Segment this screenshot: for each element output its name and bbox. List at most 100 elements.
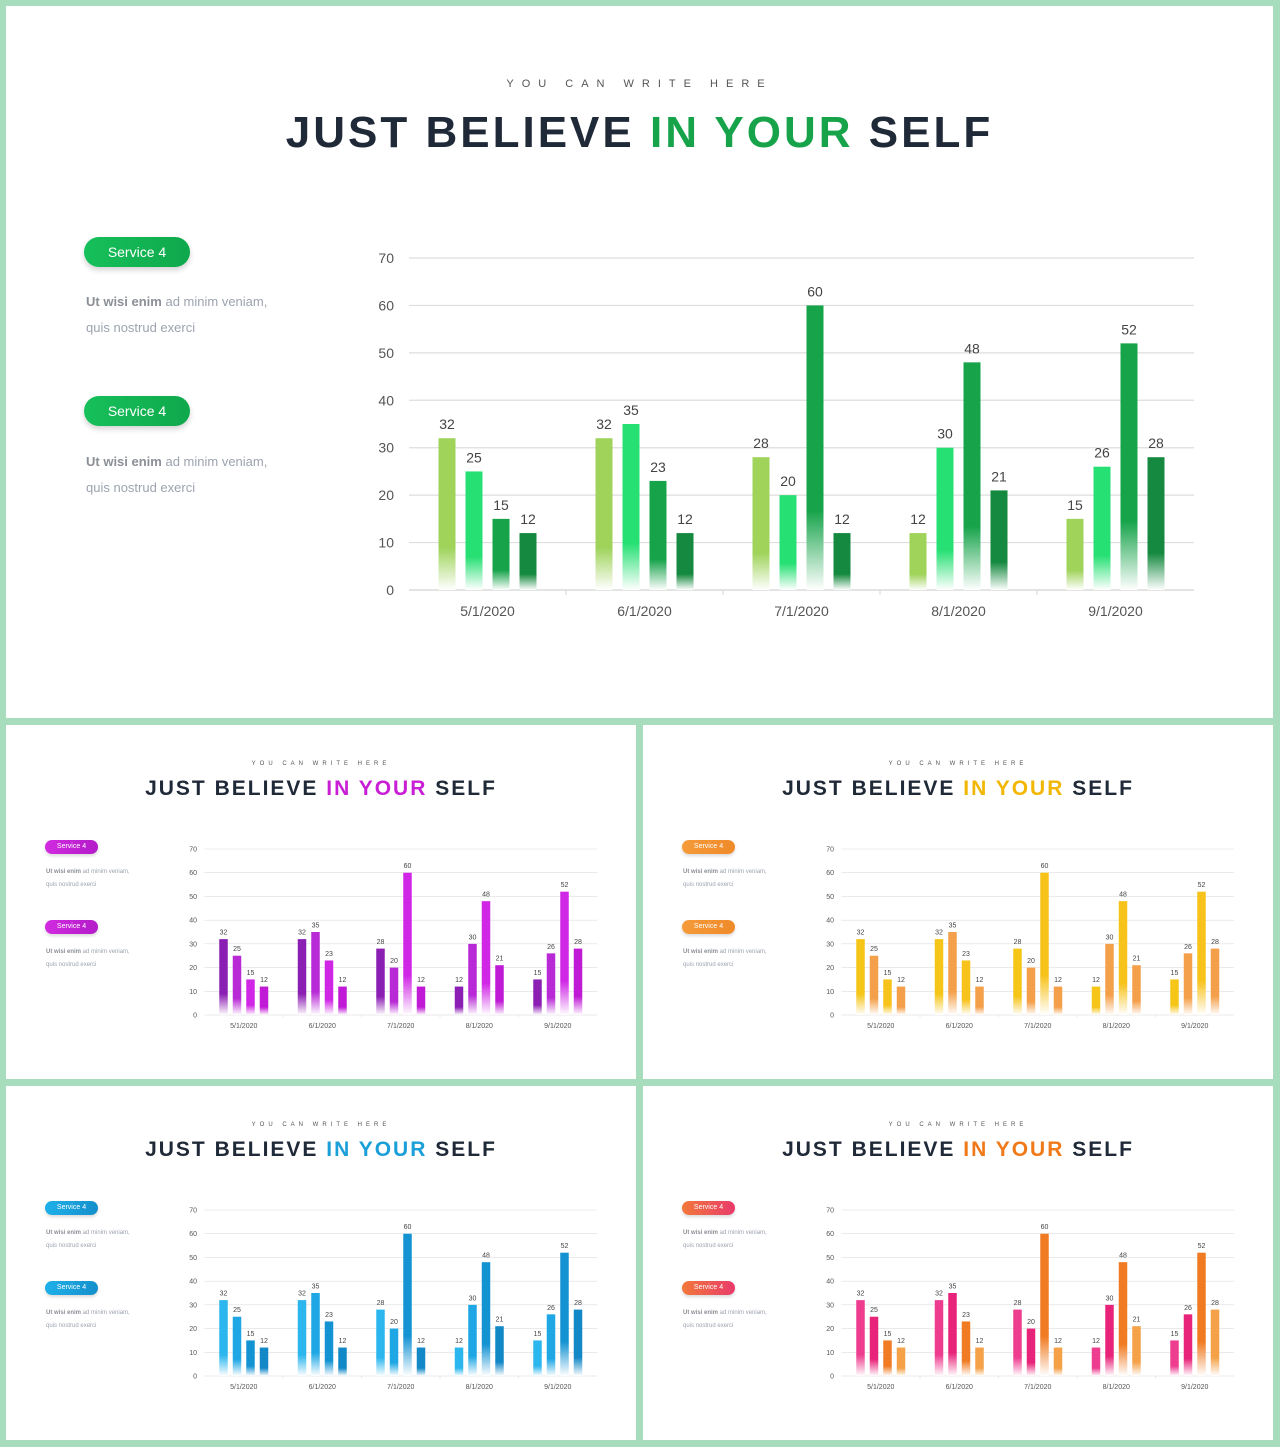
bar	[936, 447, 954, 590]
data-label: 26	[547, 1305, 555, 1312]
data-label: 15	[1067, 497, 1083, 513]
data-label: 28	[1211, 1300, 1219, 1307]
x-tick-label: 6/1/2020	[946, 1384, 973, 1391]
y-tick-label: 30	[189, 1302, 197, 1309]
data-label: 23	[325, 1312, 333, 1319]
bar	[1170, 1340, 1179, 1376]
service-pill-1: Service 4	[45, 840, 98, 854]
bar	[806, 305, 824, 590]
x-tick-label: 8/1/2020	[466, 1384, 493, 1391]
data-label: 12	[897, 977, 905, 984]
service-desc-1: Ut wisi enim ad minim veniam, quis nostr…	[46, 1227, 156, 1253]
bar	[752, 457, 770, 590]
slide-purple: YOU CAN WRITE HERE JUST BELIEVE IN YOUR …	[6, 725, 636, 1079]
data-label: 12	[834, 511, 850, 527]
data-label: 60	[807, 283, 823, 299]
title-part-1: JUST BELIEVE	[145, 1138, 327, 1161]
service-desc-line2: quis nostrud exerci	[46, 1243, 97, 1249]
y-tick-label: 40	[189, 918, 197, 925]
x-tick-label: 9/1/2020	[1181, 1384, 1208, 1391]
data-label: 48	[964, 340, 980, 356]
bar	[856, 939, 865, 1015]
data-label: 23	[962, 951, 970, 958]
bar	[465, 471, 483, 590]
y-tick-label: 40	[189, 1279, 197, 1286]
x-tick-label: 9/1/2020	[544, 1023, 571, 1030]
data-label: 30	[1106, 934, 1114, 941]
y-tick-label: 50	[826, 894, 834, 901]
bar	[232, 1316, 242, 1376]
data-label: 32	[857, 930, 865, 937]
data-label: 25	[870, 946, 878, 953]
x-tick-label: 7/1/2020	[1024, 1384, 1051, 1391]
bar	[1040, 872, 1049, 1015]
x-tick-label: 6/1/2020	[946, 1023, 973, 1030]
data-label: 32	[220, 930, 228, 937]
service-desc-strong: Ut wisi enim	[683, 1310, 719, 1316]
data-label: 32	[298, 1291, 306, 1298]
service-desc-rest: ad minim veniam,	[718, 1230, 767, 1236]
data-label: 12	[1092, 977, 1100, 984]
bar	[1118, 1262, 1128, 1376]
service-desc-strong: Ut wisi enim	[46, 1230, 82, 1236]
bar	[856, 1300, 865, 1376]
y-tick-label: 10	[189, 1350, 197, 1357]
slide-green: YOU CAN WRITE HERE JUST BELIEVE IN YOUR …	[6, 6, 1273, 718]
data-label: 12	[910, 511, 926, 527]
service-pill-1: Service 4	[682, 840, 735, 854]
data-label: 35	[312, 1284, 320, 1291]
bar	[246, 979, 255, 1015]
slide-subtitle: YOU CAN WRITE HERE	[251, 761, 391, 767]
data-label: 28	[1014, 939, 1022, 946]
service-desc-1: Ut wisi enim ad minim veniam, quis nostr…	[86, 289, 316, 341]
data-label: 12	[260, 977, 268, 984]
bar-chart: 0 10 20 30 40 50 60 70 32 25 15 12 5/1/2020 32 35 23 12 6…	[189, 847, 597, 1030]
data-label: 52	[561, 1243, 569, 1250]
slide-subtitle: YOU CAN WRITE HERE	[251, 1122, 391, 1128]
y-tick-label: 60	[378, 297, 394, 313]
data-label: 60	[404, 1224, 412, 1231]
service-desc-1: Ut wisi enim ad minim veniam, quis nostr…	[46, 866, 156, 892]
x-tick-label: 8/1/2020	[1103, 1023, 1130, 1030]
data-label: 23	[325, 951, 333, 958]
bar	[1170, 979, 1179, 1015]
data-label: 26	[1184, 944, 1192, 951]
y-tick-label: 30	[826, 941, 834, 948]
bar	[403, 1233, 412, 1376]
y-tick-label: 20	[826, 1326, 834, 1333]
data-label: 35	[623, 402, 639, 418]
slide-blue: YOU CAN WRITE HERE JUST BELIEVE IN YOUR …	[6, 1086, 636, 1440]
data-label: 32	[439, 416, 455, 432]
data-label: 25	[466, 449, 482, 465]
bar	[1210, 1309, 1220, 1376]
data-label: 12	[417, 1338, 425, 1345]
bar	[311, 1293, 320, 1376]
bar	[883, 979, 892, 1015]
data-label: 28	[1211, 939, 1219, 946]
bar	[1013, 948, 1022, 1015]
service-desc-line2: quis nostrud exerci	[683, 882, 734, 888]
data-label: 48	[1119, 892, 1127, 899]
bar	[324, 960, 334, 1015]
data-label: 15	[884, 1331, 892, 1338]
data-label: 23	[962, 1312, 970, 1319]
y-tick-label: 40	[826, 918, 834, 925]
service-desc-strong: Ut wisi enim	[683, 949, 719, 955]
bar	[1120, 343, 1138, 590]
y-tick-label: 10	[189, 989, 197, 996]
bar	[779, 495, 797, 590]
data-label: 15	[534, 970, 542, 977]
bar	[595, 438, 613, 590]
bar-chart: 0 10 20 30 40 50 60 70 32 25 15 12 5/1/2020 32 35 23 12 6…	[189, 1208, 597, 1391]
service-desc-rest: ad minim veniam,	[81, 1230, 130, 1236]
y-tick-label: 40	[378, 392, 394, 408]
bar	[324, 1321, 334, 1376]
data-label: 52	[1121, 321, 1137, 337]
bar	[376, 1309, 385, 1376]
y-tick-label: 60	[189, 1231, 197, 1238]
bar	[833, 533, 851, 590]
x-tick-label: 9/1/2020	[1181, 1023, 1208, 1030]
data-label: 20	[390, 1319, 398, 1326]
bar	[338, 986, 347, 1015]
y-tick-label: 50	[189, 894, 197, 901]
